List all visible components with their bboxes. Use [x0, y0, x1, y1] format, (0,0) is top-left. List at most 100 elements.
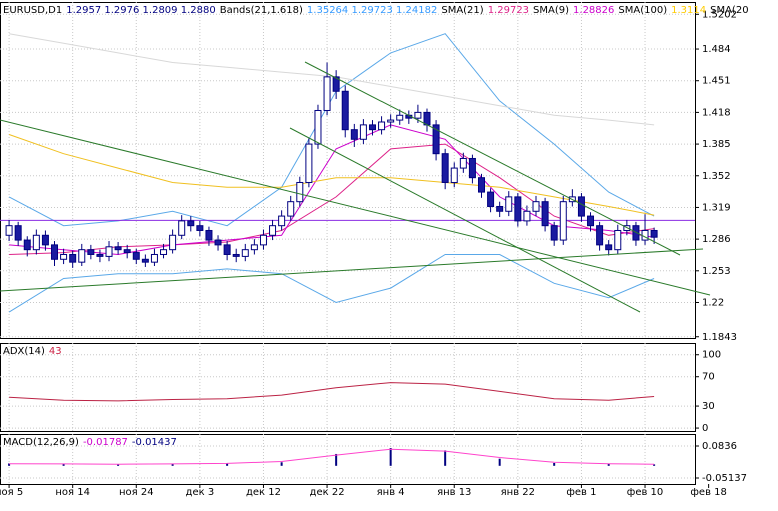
x-tick-label: ноя 5	[0, 487, 23, 498]
candle-body	[332, 76, 340, 92]
indicator-line	[9, 448, 655, 465]
candle-body	[278, 215, 286, 227]
legend-entry: 43	[49, 346, 62, 357]
y-tick-label: 1.385	[702, 139, 731, 150]
panel-frame	[0, 343, 696, 432]
candle-body	[432, 124, 440, 155]
y-tick-label: 0	[702, 423, 708, 434]
candle-body	[78, 249, 86, 263]
candle-body	[550, 225, 558, 241]
candle-body	[51, 244, 59, 260]
y-tick-label: 1.352	[702, 171, 731, 182]
candle-body	[305, 143, 313, 183]
candle-body	[587, 215, 595, 227]
candle-body	[532, 201, 540, 212]
x-tick-label: янв 4	[377, 487, 405, 498]
candle-body	[160, 249, 168, 255]
legend: MACD(12,26,9) -0.01787 -0.01437	[3, 437, 177, 448]
candle-body	[105, 246, 113, 257]
candle-body	[287, 201, 295, 217]
candle-body	[396, 114, 404, 121]
panel-frame	[0, 434, 696, 485]
candle-body	[541, 201, 549, 227]
trendline	[289, 127, 641, 313]
candle-body	[614, 229, 622, 251]
legend-entry: 1.35264 1.29723 1.24182	[307, 5, 437, 16]
x-tick-label: янв 13	[437, 487, 471, 498]
y-tick-label: 1.22	[702, 297, 724, 308]
y-tick-label: 1.1843	[702, 332, 737, 343]
candle-body	[350, 129, 358, 140]
legend-entry: -0.01437	[132, 437, 177, 448]
candle-body	[596, 225, 604, 246]
candle-body	[387, 119, 395, 123]
panel-frame	[0, 2, 696, 339]
x-tick-label: дек 12	[246, 487, 281, 498]
indicator-line	[8, 134, 655, 216]
y-tick-label: 0.0836	[702, 441, 737, 452]
legend-entry: 1.2957 1.2976 1.2809 1.2880	[66, 5, 216, 16]
candle-body	[450, 167, 458, 183]
candle-body	[96, 253, 104, 257]
candle-body	[205, 229, 213, 241]
candle-body	[69, 253, 77, 263]
candle-body	[169, 234, 177, 251]
candle-body	[577, 196, 585, 217]
legend-entry: 1.28826	[573, 5, 614, 16]
y-tick-label: 1.253	[702, 266, 731, 277]
candle-body	[269, 225, 277, 236]
candle-body	[505, 196, 513, 212]
candle-body	[359, 124, 367, 140]
candle-body	[323, 76, 331, 111]
candle-body	[150, 253, 158, 263]
candle-body	[214, 239, 222, 246]
candle-body	[514, 196, 522, 222]
x-tick-label: дек 22	[310, 487, 345, 498]
candle-body	[196, 225, 204, 231]
legend-entry: MACD(12,26,9)	[3, 437, 79, 448]
legend: EURUSD,D1 1.2957 1.2976 1.2809 1.2880 Band…	[3, 5, 749, 16]
candle-body	[14, 225, 22, 241]
candle-body	[414, 111, 422, 119]
x-tick-label: ноя 24	[119, 487, 154, 498]
candle-body	[250, 244, 258, 251]
x-tick-label: фев 10	[627, 487, 664, 498]
candle-body	[114, 246, 122, 251]
candle-body	[223, 244, 231, 255]
legend-entry: Bands(21,1.618)	[220, 5, 303, 16]
y-tick-label: 100	[702, 350, 721, 361]
panel: 100 70 30 0 ADX(14) 43	[0, 343, 721, 434]
candle-body	[423, 111, 431, 126]
candle-body	[232, 253, 240, 257]
y-tick-label: 1.319	[702, 202, 731, 213]
candle-body	[468, 157, 476, 179]
legend: ADX(14) 43	[3, 346, 62, 357]
trendline	[0, 119, 711, 296]
candle-body	[478, 177, 486, 193]
candle-body	[60, 253, 68, 260]
candle-body	[178, 220, 186, 236]
candle-body	[32, 234, 40, 251]
y-tick-label: 1.484	[702, 44, 731, 55]
legend-entry: ADX(14)	[3, 346, 45, 357]
y-tick-label: -0.05137	[702, 473, 747, 484]
candle-body	[314, 109, 322, 145]
candle-body	[23, 239, 31, 251]
candle-body	[441, 153, 449, 183]
trendlines	[0, 61, 711, 313]
legend-entry: SMA(9)	[533, 5, 569, 16]
indicator-line	[8, 254, 655, 313]
y-tick-label: 1.451	[702, 76, 731, 87]
candle-body	[496, 205, 504, 212]
candle-body	[296, 181, 304, 203]
trendline	[0, 248, 704, 292]
candle-body	[650, 229, 658, 238]
candle-body	[459, 157, 467, 169]
candle-body	[368, 124, 376, 131]
candle-body	[141, 258, 149, 263]
candle-body	[241, 249, 249, 257]
candle-body	[378, 121, 386, 131]
y-tick-label: 1.5202	[702, 9, 737, 20]
